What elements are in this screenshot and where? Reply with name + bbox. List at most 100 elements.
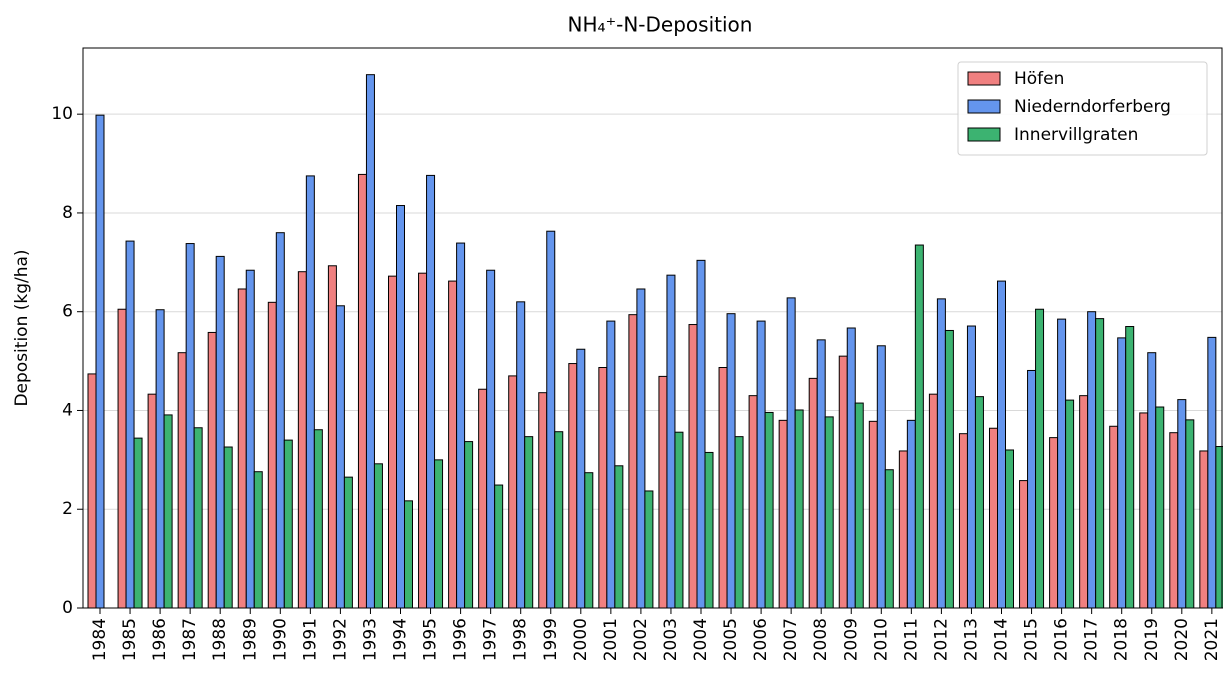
bar xyxy=(898,450,908,609)
bar xyxy=(508,375,518,609)
bar xyxy=(568,363,578,609)
bar xyxy=(253,471,263,609)
bar xyxy=(958,433,968,609)
bar xyxy=(283,439,293,609)
bar xyxy=(966,325,976,609)
bar xyxy=(373,463,383,609)
x-tick-label: 2002 xyxy=(631,618,651,661)
x-tick-label: 1984 xyxy=(90,618,110,661)
bar xyxy=(1027,369,1037,609)
x-tick-label: 2006 xyxy=(751,618,771,661)
bar xyxy=(764,411,774,609)
x-tick-label: 2007 xyxy=(781,618,801,661)
bar xyxy=(884,469,894,609)
y-tick-label: 6 xyxy=(62,302,73,322)
bar xyxy=(448,280,458,609)
legend-swatch xyxy=(967,99,1001,114)
bar xyxy=(1049,437,1059,609)
plot-frame xyxy=(82,47,1223,609)
bar xyxy=(838,355,848,609)
bar xyxy=(245,269,255,609)
bar xyxy=(1109,425,1119,609)
bar xyxy=(1139,412,1149,609)
bar xyxy=(1095,318,1105,609)
legend-label: Innervillgraten xyxy=(1014,125,1138,145)
bar xyxy=(305,175,315,609)
x-tick-label: 2008 xyxy=(811,618,831,661)
bar xyxy=(704,451,714,609)
chart-title: NH₄⁺-N-Deposition xyxy=(568,13,753,37)
bar xyxy=(207,331,217,609)
bar xyxy=(989,427,998,609)
bar xyxy=(538,392,548,609)
legend-label: Höfen xyxy=(1014,69,1064,89)
bar xyxy=(365,74,375,609)
x-tick-label: 1994 xyxy=(391,618,411,661)
bar xyxy=(1087,311,1097,609)
x-tick-label: 2001 xyxy=(601,618,621,661)
bar xyxy=(1147,352,1157,609)
bar xyxy=(456,242,466,609)
x-tick-label: 2011 xyxy=(901,618,921,661)
x-tick-label: 1993 xyxy=(360,618,380,661)
bar xyxy=(598,367,608,609)
x-tick-label: 2012 xyxy=(931,618,951,661)
bar xyxy=(418,272,428,609)
bar xyxy=(944,329,954,609)
bar xyxy=(576,348,586,609)
bar xyxy=(125,240,135,609)
bar xyxy=(215,255,225,609)
bar xyxy=(846,327,856,609)
bar xyxy=(1155,406,1165,609)
bar xyxy=(297,271,307,609)
bar xyxy=(748,395,758,609)
bar xyxy=(95,114,105,609)
bar xyxy=(464,441,474,609)
y-tick-label: 8 xyxy=(62,203,73,223)
x-tick-label: 2017 xyxy=(1082,618,1102,661)
x-tick-label: 1996 xyxy=(451,618,471,661)
bar xyxy=(237,288,247,609)
bar xyxy=(756,320,766,609)
bar xyxy=(185,243,195,609)
bar xyxy=(854,402,864,609)
bar xyxy=(426,174,436,609)
legend-swatch xyxy=(967,71,1001,86)
bar xyxy=(1177,399,1187,609)
x-tick-label: 1986 xyxy=(150,618,170,661)
x-tick-label: 2020 xyxy=(1172,618,1192,661)
x-tick-label: 2000 xyxy=(571,618,591,661)
bar xyxy=(666,274,676,609)
bar xyxy=(313,429,323,609)
bar xyxy=(396,205,405,609)
bar xyxy=(1019,480,1029,609)
x-tick-label: 2009 xyxy=(841,618,861,661)
bar xyxy=(1057,318,1067,609)
x-tick-label: 2018 xyxy=(1112,618,1132,661)
bar xyxy=(696,259,706,609)
bar xyxy=(335,305,345,609)
bar xyxy=(133,437,143,609)
bar xyxy=(997,280,1006,609)
bar xyxy=(1199,450,1209,609)
x-tick-label: 1999 xyxy=(541,618,561,661)
bar xyxy=(478,388,488,609)
y-tick-label: 2 xyxy=(62,499,73,519)
bar xyxy=(614,465,624,609)
bar xyxy=(906,419,916,609)
x-tick-label: 2016 xyxy=(1052,618,1072,661)
y-tick-label: 4 xyxy=(62,400,73,420)
y-tick-label: 0 xyxy=(62,598,73,618)
bar xyxy=(404,500,413,609)
bar xyxy=(1207,336,1217,609)
bar xyxy=(928,393,938,609)
legend-label: Niederndorferberg xyxy=(1014,97,1171,117)
x-tick-label: 2014 xyxy=(992,618,1012,661)
x-tick-label: 2013 xyxy=(961,618,981,661)
y-tick-label: 10 xyxy=(51,104,73,124)
bar xyxy=(524,436,534,609)
x-tick-label: 2003 xyxy=(661,618,681,661)
bar xyxy=(674,431,684,609)
bar xyxy=(1169,432,1179,609)
